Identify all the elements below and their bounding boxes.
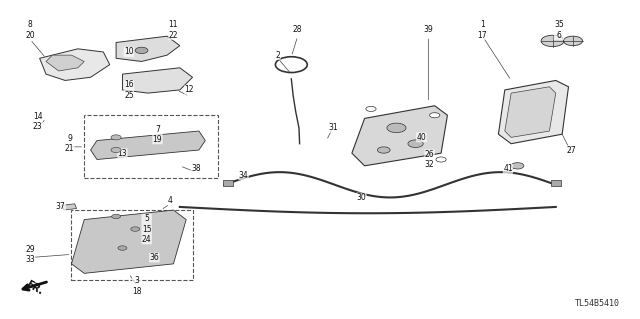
- Text: 5
15
24: 5 15 24: [142, 214, 152, 244]
- Text: 11
22: 11 22: [169, 20, 178, 40]
- Circle shape: [408, 140, 423, 147]
- Circle shape: [378, 147, 390, 153]
- Polygon shape: [122, 68, 193, 93]
- Text: 27: 27: [567, 145, 577, 154]
- Circle shape: [118, 246, 127, 250]
- Text: 41: 41: [503, 165, 513, 174]
- Circle shape: [436, 157, 446, 162]
- Text: 13: 13: [118, 149, 127, 158]
- Bar: [223, 180, 233, 186]
- Bar: [84, 115, 218, 178]
- Text: 37: 37: [56, 203, 65, 211]
- Text: 34: 34: [239, 171, 248, 180]
- Text: 3
18: 3 18: [132, 276, 142, 296]
- Circle shape: [511, 163, 524, 169]
- Circle shape: [135, 47, 148, 54]
- Text: 39: 39: [424, 25, 433, 34]
- Text: 36: 36: [150, 253, 159, 262]
- Text: 14
23: 14 23: [33, 112, 42, 131]
- Text: 28: 28: [293, 25, 303, 34]
- Polygon shape: [499, 80, 568, 144]
- Polygon shape: [40, 49, 109, 80]
- Circle shape: [111, 135, 121, 140]
- Text: 7
19: 7 19: [153, 124, 163, 144]
- Circle shape: [366, 106, 376, 111]
- Polygon shape: [116, 36, 180, 62]
- Circle shape: [111, 147, 121, 152]
- Circle shape: [541, 35, 564, 47]
- Text: 10: 10: [124, 48, 134, 56]
- Text: 35
6: 35 6: [554, 20, 564, 40]
- Polygon shape: [62, 204, 77, 210]
- Circle shape: [387, 123, 406, 133]
- Text: 9
21: 9 21: [65, 134, 74, 153]
- Text: 16
25: 16 25: [124, 80, 134, 100]
- Polygon shape: [91, 131, 205, 160]
- Circle shape: [429, 113, 440, 118]
- Text: 38: 38: [191, 165, 200, 174]
- Circle shape: [563, 36, 582, 46]
- Bar: [72, 210, 193, 280]
- Polygon shape: [352, 106, 447, 166]
- Bar: [550, 180, 561, 186]
- Circle shape: [131, 227, 140, 231]
- Text: 1
17: 1 17: [477, 20, 487, 40]
- Text: 2: 2: [276, 51, 280, 60]
- Text: 29
33: 29 33: [25, 245, 35, 264]
- Text: 30: 30: [356, 193, 366, 202]
- Text: 26
32: 26 32: [425, 150, 435, 169]
- Text: TL54B5410: TL54B5410: [575, 299, 620, 308]
- Text: 31: 31: [328, 123, 337, 132]
- Polygon shape: [505, 87, 556, 137]
- Text: 12: 12: [184, 85, 194, 94]
- Text: 8
20: 8 20: [25, 20, 35, 40]
- Text: 40: 40: [417, 133, 426, 142]
- Text: FR.: FR.: [24, 279, 45, 296]
- Polygon shape: [72, 210, 186, 273]
- Polygon shape: [46, 55, 84, 71]
- Circle shape: [111, 214, 120, 219]
- Text: 4: 4: [168, 196, 173, 205]
